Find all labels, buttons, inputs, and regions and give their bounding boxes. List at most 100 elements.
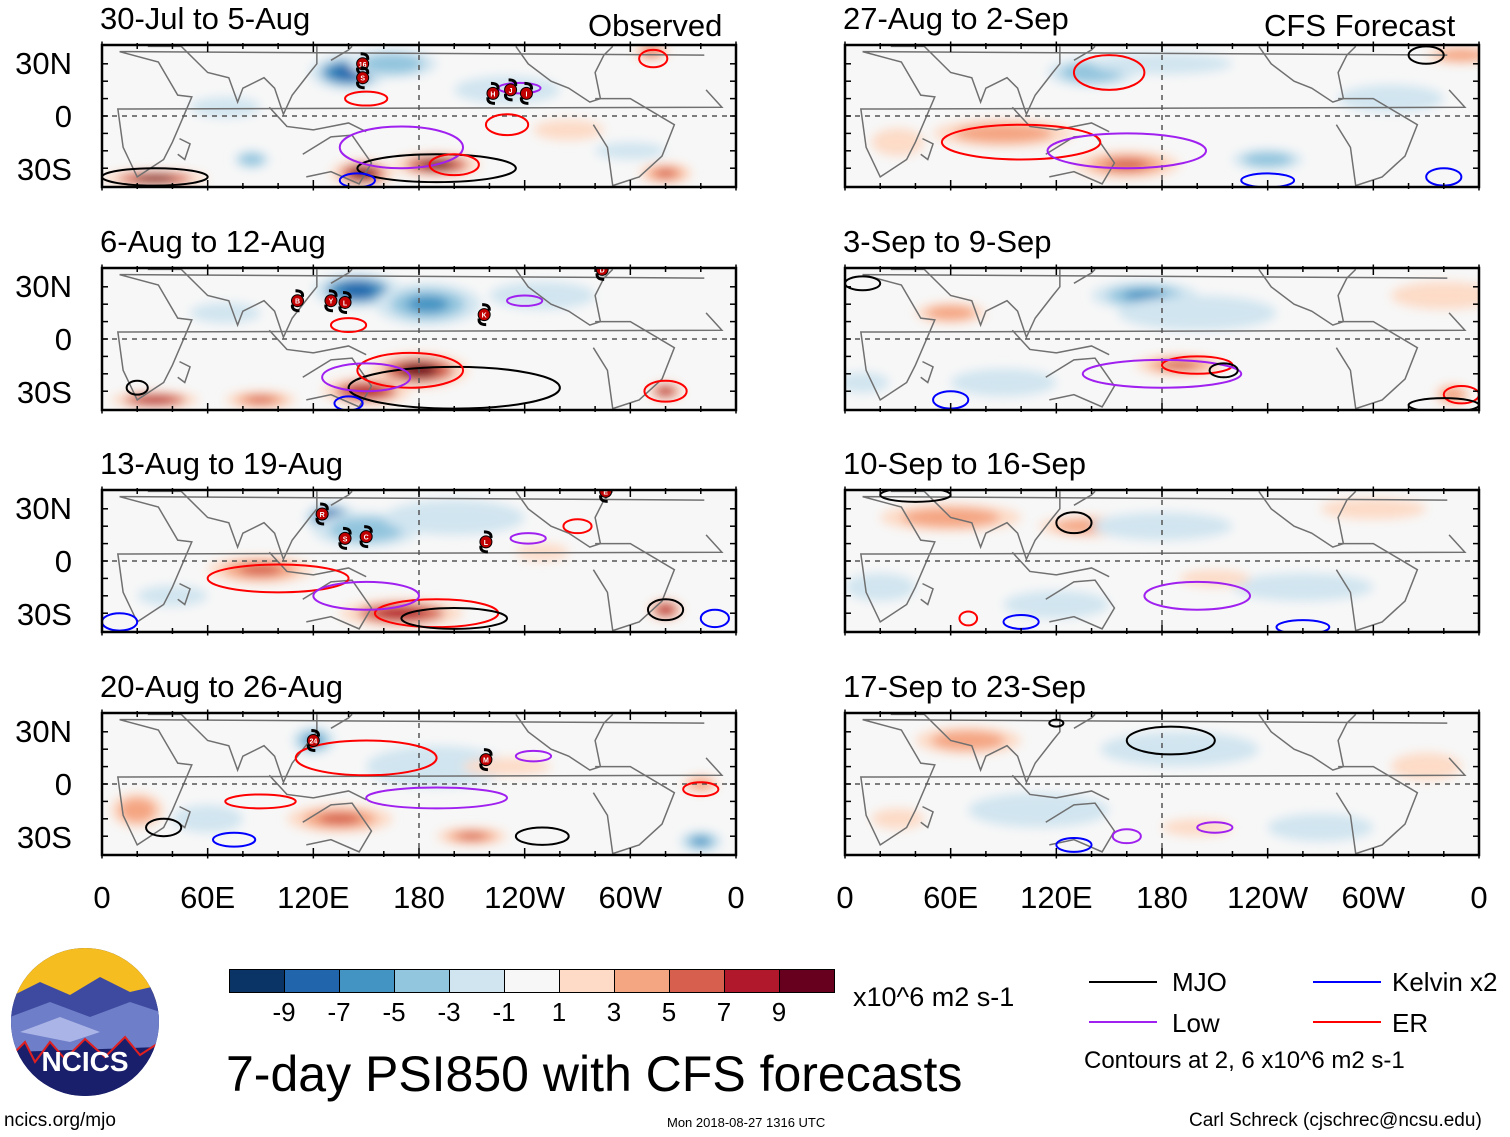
lon-label: 120W	[1227, 880, 1309, 915]
coastline	[1258, 713, 1357, 771]
anomaly-shading	[871, 808, 925, 830]
coastline	[1045, 579, 1116, 630]
lon-label: 60W	[1341, 880, 1406, 915]
low-contour	[321, 362, 412, 393]
coastline	[302, 802, 373, 853]
anomaly-shading	[1179, 569, 1251, 588]
er-contour	[356, 351, 465, 389]
coastline	[116, 495, 724, 624]
coastline	[920, 805, 934, 829]
colorbar-label: -3	[437, 997, 461, 1027]
lat-label: 30S	[16, 375, 72, 410]
coastline	[859, 718, 1467, 847]
tropical-cyclone-icon: S	[356, 66, 370, 90]
anomaly-shading	[1338, 84, 1444, 113]
footer-url[interactable]: ncics.org/mjo	[4, 1110, 116, 1131]
kelvin-contour	[211, 831, 257, 848]
map-panel: 16 S H J I	[100, 41, 738, 191]
footer-timestamp: Mon 2018-08-27 1316 UTC	[667, 1115, 826, 1130]
storm-label: J	[509, 88, 513, 95]
anomaly-shading	[1162, 360, 1198, 370]
contour-note: Contours at 2, 6 x10^6 m2 s-1	[1084, 1047, 1405, 1074]
lat-label: 0	[54, 99, 72, 134]
anomaly-shading	[968, 792, 1110, 828]
legend-mjo-line	[1089, 981, 1157, 983]
tropical-cyclone-icon: M	[479, 748, 493, 772]
storm-label: K	[482, 313, 487, 320]
map-panel: R S C L E	[100, 486, 738, 636]
tropical-cyclone-icon: C	[359, 525, 373, 549]
mjo-contour	[356, 153, 517, 184]
anomaly-shading	[1445, 390, 1460, 399]
map-panel	[843, 709, 1481, 859]
colorbar-swatch	[560, 970, 615, 992]
tropical-cyclone-icon: E	[599, 489, 613, 503]
storm-label: M	[483, 758, 489, 765]
mjo-contour	[1407, 45, 1445, 65]
tropical-cyclone-icon: I	[519, 81, 534, 105]
anomaly-shading	[533, 119, 604, 141]
tropical-cyclone-icon: L	[479, 530, 493, 554]
kelvin-contour	[333, 395, 364, 410]
coastline	[330, 45, 353, 61]
er-contour	[428, 153, 480, 177]
storm-label: D	[600, 267, 605, 274]
coastline	[302, 579, 373, 630]
low-contour	[1081, 358, 1243, 389]
panel-title: 30-Jul to 5-Aug	[100, 1, 311, 36]
ncics-logo: NCICS	[11, 948, 159, 1096]
er-contour	[329, 317, 368, 334]
tropical-cyclone-icon: D	[595, 267, 609, 281]
low-contour	[338, 125, 465, 170]
anomaly-shading	[616, 147, 645, 155]
er-contour	[643, 379, 688, 403]
er-contour	[206, 563, 350, 594]
coastline	[1011, 329, 1110, 356]
colorbar-label: 3	[606, 997, 622, 1027]
storm-label: E	[603, 489, 608, 496]
anomaly-shading	[193, 813, 222, 825]
er-contour	[958, 610, 979, 627]
mjo-contour	[646, 598, 685, 622]
mjo-contour	[145, 817, 183, 838]
panel-title: 27-Aug to 2-Sep	[843, 1, 1069, 36]
anomaly-shading	[244, 156, 259, 163]
lat-label: 0	[54, 322, 72, 357]
lon-label: 60E	[180, 880, 236, 915]
anomaly-shading	[133, 175, 176, 183]
low-contour	[312, 580, 420, 611]
kelvin-contour	[699, 608, 730, 629]
tropical-cyclone-icon: Y	[324, 289, 338, 313]
er-contour	[1442, 384, 1479, 405]
legend-er-label: ER	[1392, 1008, 1429, 1038]
colorbar-swatch	[395, 970, 450, 992]
legend-er-line	[1313, 1021, 1381, 1023]
anomaly-shading	[936, 308, 965, 318]
anomaly-shading	[1390, 752, 1462, 781]
colorbar-label: -7	[327, 997, 351, 1027]
lat-label: 30N	[15, 46, 72, 81]
coastline	[1073, 713, 1096, 729]
lat-label: 0	[54, 544, 72, 579]
figure-title: 7-day PSI850 with CFS forecasts	[226, 1046, 963, 1102]
tropical-cyclone-icon: 16	[356, 52, 370, 76]
coastline	[859, 495, 1467, 624]
colorbar-label: -1	[492, 997, 516, 1027]
anomaly-shading	[1091, 512, 1233, 541]
observed-header: Observed	[588, 8, 723, 43]
coastline	[515, 268, 614, 326]
storm-label: 24	[309, 738, 317, 745]
kelvin-contour	[338, 172, 376, 187]
panel-title: 17-Sep to 23-Sep	[843, 669, 1087, 704]
anomaly-shading	[845, 573, 916, 602]
map-panel	[843, 486, 1481, 636]
lon-label: 60E	[923, 880, 979, 915]
lon-label: 0	[727, 880, 745, 915]
tropical-cyclone-icon: R	[315, 502, 329, 526]
storm-label: I	[525, 91, 527, 98]
mjo-contour	[1208, 362, 1239, 379]
colorbar-swatch	[505, 970, 560, 992]
coastline	[1073, 45, 1096, 61]
colorbar-swatch	[285, 970, 340, 992]
coastline	[515, 490, 614, 548]
